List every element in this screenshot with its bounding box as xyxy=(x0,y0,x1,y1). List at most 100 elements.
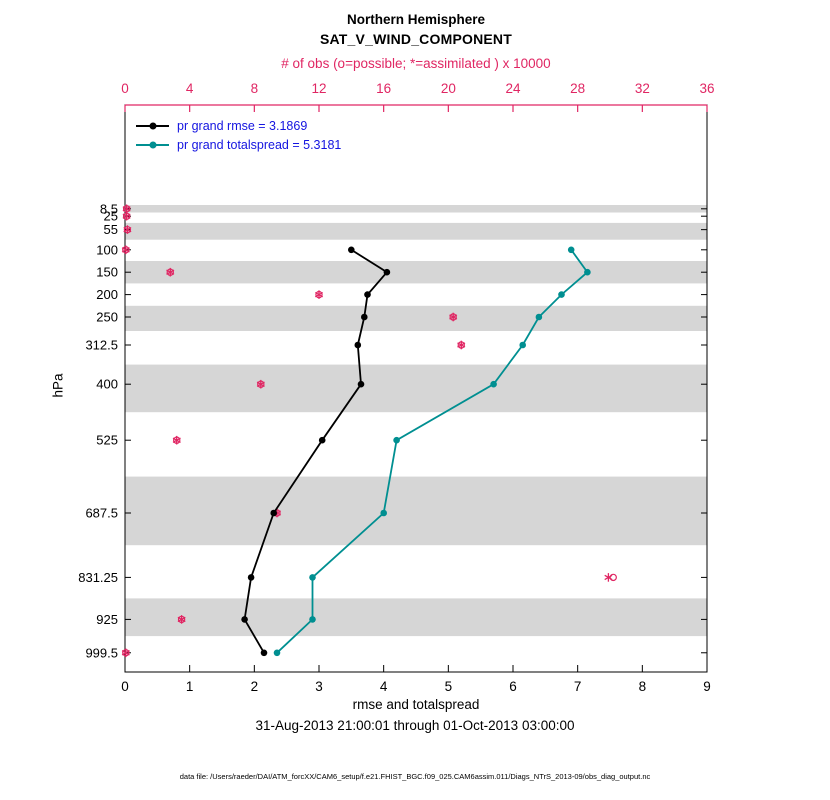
x-tick-label: 0 xyxy=(121,679,129,694)
y-tick-label: 400 xyxy=(96,377,118,392)
obs-axis-tick-label: 28 xyxy=(570,81,585,96)
y-tick-label: 100 xyxy=(96,242,118,257)
top-axis: 0 4 8 12 16 20 24 28 32 36 xyxy=(121,81,715,112)
pr-grand-rmse-point xyxy=(270,509,278,517)
pr-grand-totalspread-point xyxy=(380,509,388,517)
obs-assimilated-marker xyxy=(314,291,324,298)
series-lines xyxy=(241,246,591,657)
shaded-band xyxy=(125,222,707,240)
obs-axis-tick-label: 0 xyxy=(121,81,129,96)
totalspread-line-sample xyxy=(136,141,169,148)
y-tick-label: 525 xyxy=(96,433,118,448)
shaded-band xyxy=(125,305,707,331)
x-tick-label: 7 xyxy=(574,679,582,694)
pr-grand-totalspread-point xyxy=(519,341,526,349)
y-tick-label: 55 xyxy=(104,222,118,237)
obs-axis-tick-label: 16 xyxy=(376,81,391,96)
obs-axis-tick-label: 4 xyxy=(186,81,194,96)
y-tick-label: 687.5 xyxy=(85,506,118,521)
shaded-band xyxy=(125,364,707,413)
y-tick-label: 831.25 xyxy=(78,570,118,585)
pr-grand-rmse-point xyxy=(247,574,255,581)
shaded-band xyxy=(125,598,707,637)
pr-grand-totalspread-point xyxy=(490,380,497,388)
pr-grand-rmse-point xyxy=(354,341,362,349)
date-range-text: 31-Aug-2013 21:00:01 through 01-Oct-2013… xyxy=(255,718,575,733)
y-tick-label: 925 xyxy=(96,612,118,627)
rmse-line-sample xyxy=(136,122,169,129)
shaded-bands xyxy=(125,205,707,637)
totalspread-marker-sample xyxy=(149,141,156,148)
shaded-band xyxy=(125,476,707,546)
bottom-axis: 0 1 2 3 4 5 6 7 8 9 xyxy=(121,665,711,694)
pr-grand-totalspread-point xyxy=(309,616,316,623)
obs-axis-tick-label: 8 xyxy=(251,81,259,96)
pr-grand-rmse-point xyxy=(318,436,326,444)
pr-grand-totalspread-point xyxy=(558,291,565,298)
pr-grand-rmse-point xyxy=(241,616,248,623)
obs-assimilated-marker xyxy=(177,616,186,623)
pr-grand-totalspread-point xyxy=(273,649,281,657)
chart-title-line1: Northern Hemisphere xyxy=(346,12,486,27)
obs-assimilated-marker xyxy=(121,650,130,656)
obs-assimilated-marker xyxy=(122,206,131,212)
frame xyxy=(124,104,708,673)
y-tick-label: 999.5 xyxy=(85,645,118,660)
pr-grand-totalspread-point xyxy=(567,246,575,254)
legend-label-rmse: pr grand rmse = 3.1869 xyxy=(177,118,308,133)
data-file-path: data file: /Users/raeder/DAI/ATM_forcXX/… xyxy=(179,772,651,781)
pr-grand-totalspread-point xyxy=(535,313,543,321)
obs-assimilated-marker xyxy=(172,437,181,443)
y-tick-label: 25 xyxy=(104,209,118,224)
rmse-marker-sample xyxy=(149,122,156,129)
pr-grand-totalspread-point xyxy=(584,268,591,276)
obs-assimilated-marker xyxy=(256,381,265,387)
y-tick-label: 150 xyxy=(96,265,118,280)
x-tick-label: 4 xyxy=(380,679,388,694)
pr-grand-totalspread-point xyxy=(393,436,400,444)
chart-title-line2: SAT_V_WIND_COMPONENT xyxy=(320,31,512,47)
obs-possible-marker xyxy=(609,573,617,582)
y-tick-label: 200 xyxy=(96,287,118,302)
obs-assimilated-marker xyxy=(122,213,131,219)
legend: pr grand rmse = 3.1869 pr grand totalspr… xyxy=(136,116,341,154)
obs-assimilated-marker xyxy=(166,269,175,275)
pr-grand-rmse-point xyxy=(383,268,391,276)
shaded-band xyxy=(125,261,707,284)
pr-grand-rmse-point xyxy=(260,649,268,657)
pr-grand-rmse-point xyxy=(364,291,371,298)
legend-label-totalspread: pr grand totalspread = 5.3181 xyxy=(177,137,342,152)
obs-assimilated-marker xyxy=(123,226,132,233)
x-tick-label: 3 xyxy=(315,679,323,694)
y-tick-label: 312.5 xyxy=(85,338,118,353)
obs-axis-tick-label: 36 xyxy=(699,81,714,96)
pr-grand-rmse-point xyxy=(361,313,368,321)
y-tick-label: 250 xyxy=(96,310,118,325)
x-tick-label: 6 xyxy=(509,679,517,694)
obs-assimilated-marker xyxy=(449,314,458,320)
obs-axis-tick-label: 32 xyxy=(635,81,650,96)
pr-grand-rmse-point xyxy=(348,246,355,254)
obs-axis-tick-label: 20 xyxy=(441,81,456,96)
bottom-axis-label: rmse and totalspread xyxy=(352,697,480,712)
obs-axis-tick-label: 24 xyxy=(505,81,521,96)
obs-assimilated-marker xyxy=(457,342,466,348)
left-axis-label: hPa xyxy=(50,373,66,398)
obs-assimilated-marker xyxy=(121,247,130,253)
legend-entry-rmse: pr grand rmse = 3.1869 xyxy=(136,116,341,135)
pr-grand-rmse-point xyxy=(357,380,365,388)
x-tick-label: 2 xyxy=(251,679,259,694)
top-axis-label: # of obs (o=possible; *=assimilated ) x … xyxy=(281,56,551,71)
shaded-band xyxy=(125,205,707,213)
obs-axis-tick-label: 12 xyxy=(311,81,326,96)
y-tick-label: 8.5 xyxy=(100,201,118,216)
pr-grand-totalspread-point xyxy=(309,574,316,581)
x-tick-label: 5 xyxy=(445,679,453,694)
x-tick-label: 8 xyxy=(639,679,647,694)
x-tick-label: 9 xyxy=(703,679,711,694)
legend-entry-totalspread: pr grand totalspread = 5.3181 xyxy=(136,135,341,154)
obs-assimilated-marker xyxy=(604,574,613,581)
